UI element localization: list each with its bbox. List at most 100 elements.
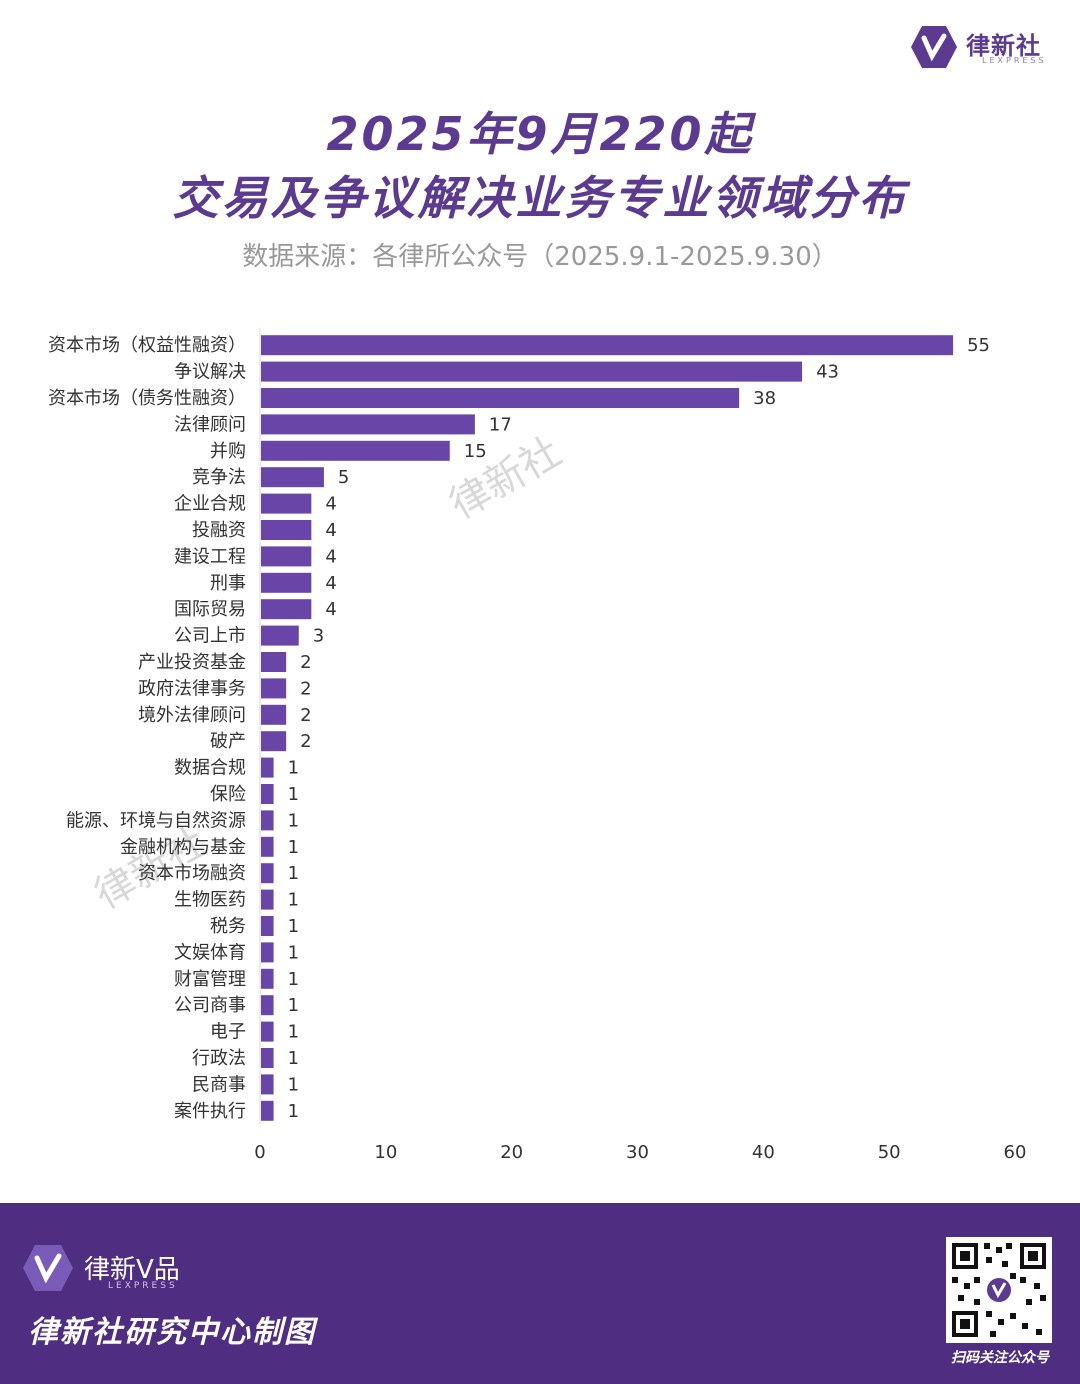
data-label: 1 <box>288 837 299 858</box>
bar <box>261 625 299 646</box>
data-label: 1 <box>288 890 299 911</box>
vpin-brand-name: 律新V品 <box>84 1255 180 1285</box>
hexagon-logo-icon <box>23 1245 73 1291</box>
data-label: 4 <box>325 546 336 567</box>
bar <box>261 335 954 356</box>
category-label: 文娱体育 <box>174 942 246 963</box>
category-label: 财富管理 <box>174 969 246 990</box>
x-tick-label: 0 <box>254 1142 265 1163</box>
bar <box>261 493 312 514</box>
category-label: 数据合规 <box>174 758 246 779</box>
chart-credit: 律新社研究中心制图 <box>28 1315 316 1350</box>
category-label: 行政法 <box>192 1048 246 1069</box>
data-label: 1 <box>288 863 299 884</box>
x-tick-label: 10 <box>374 1142 397 1163</box>
bar <box>261 1048 274 1068</box>
data-label: 1 <box>288 758 299 779</box>
data-label: 17 <box>489 414 512 435</box>
category-label: 建设工程 <box>174 546 246 567</box>
category-label: 政府法律事务 <box>138 678 246 699</box>
category-label: 电子 <box>210 1022 246 1043</box>
category-label: 保险 <box>210 784 246 805</box>
category-label: 资本市场融资 <box>138 863 246 884</box>
category-label: 投融资 <box>192 520 246 541</box>
category-label: 公司商事 <box>174 995 246 1016</box>
bar <box>261 599 312 620</box>
bar <box>261 1021 274 1042</box>
watermark-text: 律新社 <box>442 429 569 529</box>
bar <box>261 388 740 408</box>
category-label: 生物医药 <box>174 890 246 911</box>
data-label: 4 <box>325 599 336 620</box>
category-label: 民商事 <box>192 1074 246 1095</box>
data-label: 1 <box>288 810 299 831</box>
data-label: 55 <box>967 335 990 356</box>
chart-subtitle: 数据来源：各律所公众号（2025.9.1-2025.9.30） <box>242 242 838 272</box>
category-label: 国际贸易 <box>174 599 246 620</box>
bar <box>261 1074 274 1095</box>
bar <box>261 704 287 725</box>
data-label: 1 <box>288 1074 299 1095</box>
data-label: 4 <box>325 520 336 541</box>
data-label: 4 <box>325 573 336 594</box>
x-tick-label: 50 <box>878 1142 901 1163</box>
data-label: 1 <box>288 1048 299 1069</box>
data-label: 5 <box>338 467 349 488</box>
bar <box>261 520 312 540</box>
category-label: 竞争法 <box>192 467 246 488</box>
chart-title-line2: 交易及争议解决业务专业领域分布 <box>172 171 908 225</box>
brand-name: 律新社 <box>966 32 1041 60</box>
category-label: 境外法律顾问 <box>138 705 246 726</box>
bar <box>261 440 450 461</box>
bar <box>261 836 274 857</box>
category-label: 破产 <box>210 731 246 752</box>
bar <box>261 572 312 593</box>
bar <box>261 995 274 1016</box>
brand-logo: 律新社 LEXPRESS <box>910 22 1060 72</box>
category-label: 能源、环境与自然资源 <box>66 810 246 831</box>
chart-title-line1: 2025年9月220起 <box>326 107 754 161</box>
data-label: 1 <box>288 969 299 990</box>
data-label: 2 <box>300 705 311 726</box>
data-label: 1 <box>288 1101 299 1122</box>
data-label: 38 <box>753 388 776 409</box>
data-label: 1 <box>288 995 299 1016</box>
footer-banner: 律新V品 LEXPRESS 律新社研究中心制图 扫码关注公众号 <box>0 1203 1080 1384</box>
bar <box>261 467 324 488</box>
bar <box>261 731 287 752</box>
category-label: 资本市场（债务性融资） <box>48 388 246 409</box>
category-label: 公司上市 <box>174 626 246 647</box>
category-label: 案件执行 <box>174 1101 246 1122</box>
bar <box>261 784 274 804</box>
category-label: 争议解决 <box>174 362 246 383</box>
data-label: 43 <box>816 362 839 383</box>
vpin-brand-sub: LEXPRESS <box>108 1281 178 1291</box>
category-label: 税务 <box>210 916 246 937</box>
x-tick-label: 20 <box>500 1142 523 1163</box>
category-label: 金融机构与基金 <box>120 837 246 858</box>
bar <box>261 916 274 936</box>
data-label: 1 <box>288 1022 299 1043</box>
data-label: 2 <box>300 731 311 752</box>
bar <box>261 546 312 567</box>
qr-code-icon[interactable] <box>946 1237 1052 1343</box>
category-label: 产业投资基金 <box>138 652 246 673</box>
bar <box>261 889 274 910</box>
bar <box>261 863 274 884</box>
bar <box>261 678 287 699</box>
data-label: 3 <box>313 626 324 647</box>
category-label: 并购 <box>210 441 246 462</box>
data-label: 1 <box>288 942 299 963</box>
x-tick-label: 40 <box>752 1142 775 1163</box>
data-label: 4 <box>325 494 336 515</box>
hexagon-logo-icon <box>911 26 957 68</box>
bar <box>261 757 274 778</box>
data-label: 2 <box>300 652 311 673</box>
bar <box>261 652 287 672</box>
data-label: 1 <box>288 784 299 805</box>
brand-sub: LEXPRESS <box>982 56 1047 65</box>
bar <box>261 942 274 963</box>
data-label: 2 <box>300 678 311 699</box>
bar <box>261 1100 274 1121</box>
